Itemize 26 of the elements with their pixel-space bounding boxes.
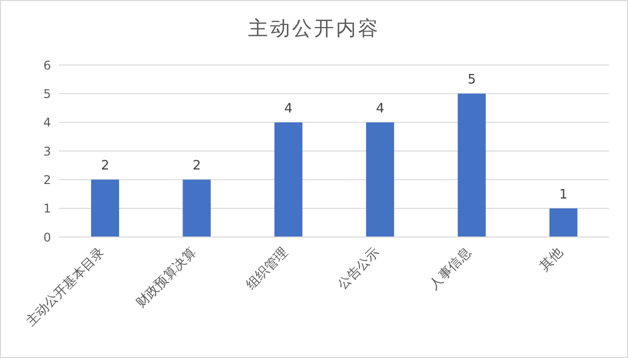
data-label: 1	[559, 187, 568, 202]
y-tick-label: 3	[43, 144, 51, 158]
x-tick-label: 公告公示	[335, 245, 383, 293]
chart-title: 主动公开内容	[247, 15, 381, 42]
data-label: 4	[376, 101, 384, 116]
y-tick-label: 1	[43, 202, 51, 216]
data-label: 2	[100, 158, 110, 174]
y-tick-label: 5	[43, 86, 51, 101]
data-label: 4	[284, 101, 293, 116]
y-tick-label: 4	[43, 116, 51, 130]
y-tick-label: 0	[43, 230, 51, 244]
data-label: 2	[192, 158, 201, 174]
data-label: 5	[468, 72, 476, 88]
x-tick-label: 组织管理	[244, 245, 291, 293]
bar	[458, 94, 486, 237]
bar	[91, 180, 120, 237]
x-tick-label: 人事信息	[426, 245, 474, 293]
bar	[182, 180, 211, 237]
y-tick-label: 2	[43, 172, 51, 187]
y-tick-label: 6	[43, 58, 51, 72]
bar	[274, 122, 302, 237]
x-tick-label: 其他	[537, 245, 566, 274]
x-tick-label: 主动公开基本目录	[22, 244, 108, 330]
bar	[549, 208, 578, 237]
bar	[366, 122, 394, 237]
x-tick-label: 财政预算决算	[134, 245, 200, 311]
